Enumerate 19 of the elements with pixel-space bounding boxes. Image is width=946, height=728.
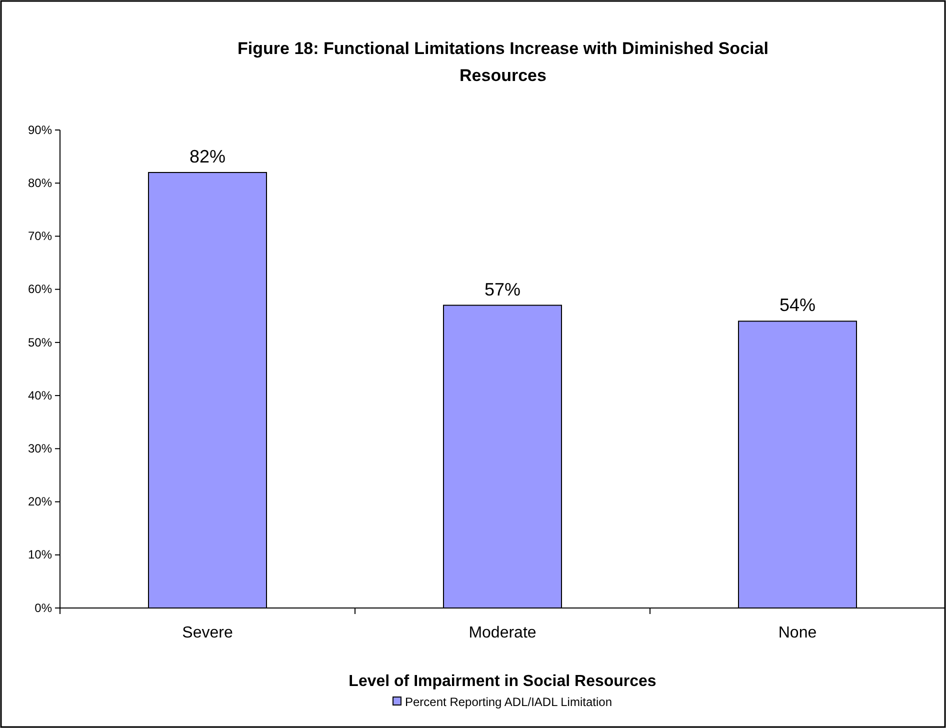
y-tick-label: 30%: [28, 442, 52, 456]
y-tick-label: 10%: [28, 548, 52, 562]
y-tick-label: 0%: [34, 600, 52, 615]
legend-label: Percent Reporting ADL/IADL Limitation: [405, 695, 612, 709]
y-tick-label: 20%: [28, 494, 52, 509]
y-tick-label: 50%: [28, 335, 52, 350]
data-label: 54%: [779, 295, 816, 316]
x-tick-label: Moderate: [468, 624, 536, 642]
y-tick-label: 60%: [28, 282, 52, 296]
x-tick-label: Severe: [182, 624, 233, 642]
data-label: 57%: [484, 279, 521, 300]
y-tick-label: 40%: [28, 388, 52, 402]
x-axis-title: Level of Impairment in Social Resources: [348, 673, 656, 690]
data-label: 82%: [189, 146, 226, 166]
y-tick-label: 70%: [28, 229, 52, 244]
chart-title: Figure 18: Functional Limitations Increase with Diminished Social Resources: [238, 39, 768, 85]
x-tick-label: None: [778, 624, 817, 642]
y-tick-label: 90%: [28, 122, 52, 137]
y-tick-label: 80%: [28, 176, 52, 190]
